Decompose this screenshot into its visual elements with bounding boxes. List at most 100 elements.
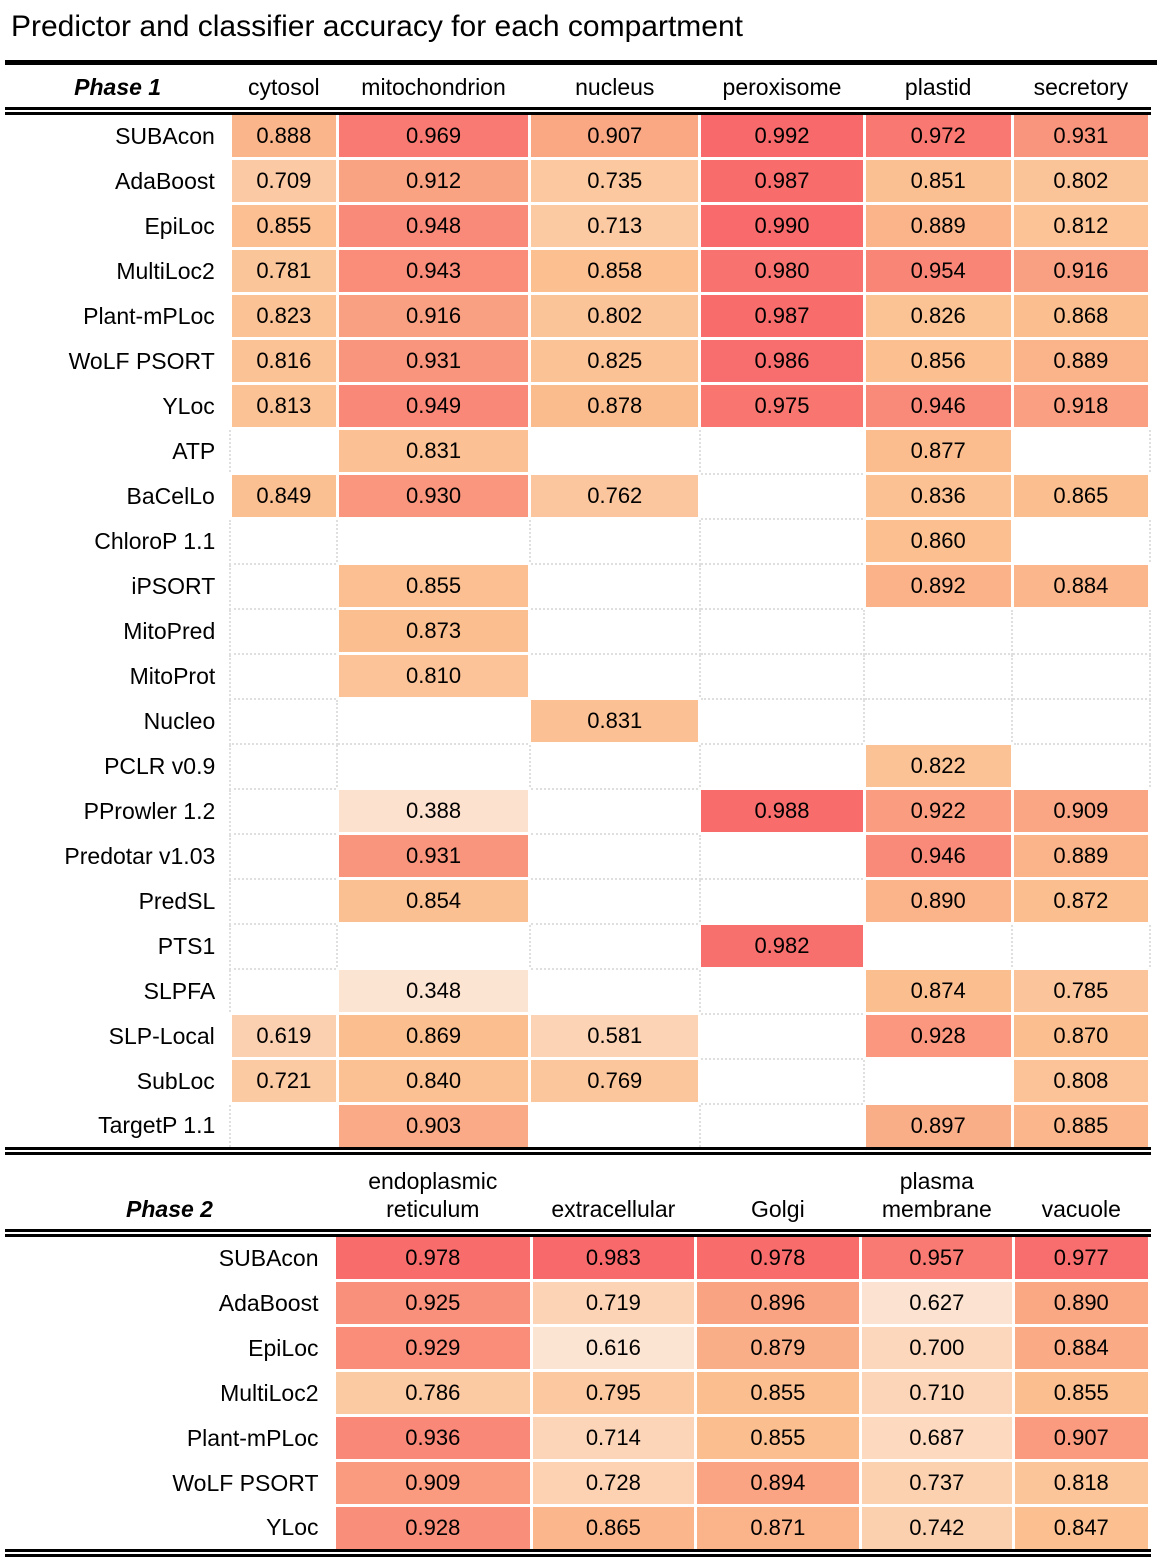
value-cell xyxy=(1011,517,1151,565)
value-cell: 0.856 xyxy=(862,337,1014,385)
value-cell: 0.912 xyxy=(335,157,532,205)
value-cell: 0.936 xyxy=(332,1414,534,1462)
value-cell: 0.892 xyxy=(862,562,1014,610)
value-cell: 0.831 xyxy=(335,427,532,475)
value-cell: 0.983 xyxy=(530,1231,697,1282)
table-row: PredSL 0.854 0.890 0.872 xyxy=(5,877,1152,925)
value-cell: 0.858 xyxy=(528,247,702,295)
value-cell xyxy=(1011,427,1151,475)
value-cell: 0.890 xyxy=(862,877,1014,925)
value-cell xyxy=(863,652,1014,700)
phase-label: Phase 2 xyxy=(5,1155,334,1237)
column-header: nucleus xyxy=(529,65,700,115)
table-row: WoLF PSORT 0.816 0.931 0.825 0.986 0.856 0.889 xyxy=(5,337,1152,385)
value-cell: 0.988 xyxy=(698,787,866,835)
value-cell: 0.836 xyxy=(862,472,1014,520)
value-cell: 0.823 xyxy=(228,292,339,340)
value-cell: 0.802 xyxy=(528,292,702,340)
value-cell: 0.813 xyxy=(228,382,339,430)
value-cell: 0.812 xyxy=(1010,202,1152,250)
value-cell: 0.943 xyxy=(335,247,532,295)
value-cell: 0.975 xyxy=(698,382,866,430)
value-cell: 0.954 xyxy=(862,247,1014,295)
row-label: Plant-mPLoc xyxy=(5,293,231,339)
value-cell: 0.855 xyxy=(693,1414,863,1462)
value-cell xyxy=(698,967,866,1015)
value-cell xyxy=(528,922,701,970)
value-cell: 0.781 xyxy=(228,247,339,295)
value-cell xyxy=(698,652,866,700)
value-cell: 0.889 xyxy=(1010,337,1152,385)
value-cell xyxy=(229,607,339,655)
value-cell: 0.916 xyxy=(335,292,532,340)
value-cell: 0.957 xyxy=(859,1231,1015,1282)
table-row: AdaBoost 0.925 0.719 0.896 0.627 0.890 xyxy=(5,1279,1152,1327)
column-header: extracellular xyxy=(531,1155,696,1237)
value-cell: 0.627 xyxy=(859,1279,1015,1327)
value-cell: 0.907 xyxy=(528,109,702,160)
value-cell xyxy=(528,967,701,1015)
value-cell: 0.888 xyxy=(228,109,339,160)
value-cell xyxy=(528,607,701,655)
value-cell xyxy=(229,967,339,1015)
value-cell: 0.713 xyxy=(528,202,702,250)
row-label: AdaBoost xyxy=(5,158,231,204)
value-cell: 0.714 xyxy=(530,1414,697,1462)
row-label: PProwler 1.2 xyxy=(5,788,231,834)
row-label: SubLoc xyxy=(5,1058,231,1104)
value-cell xyxy=(229,877,339,925)
value-cell: 0.700 xyxy=(859,1324,1015,1372)
value-cell: 0.762 xyxy=(528,472,702,520)
row-label: Predotar v1.03 xyxy=(5,833,231,879)
value-cell: 0.877 xyxy=(862,427,1014,475)
value-cell: 0.847 xyxy=(1011,1504,1152,1555)
table-row: ATP 0.831 0.877 xyxy=(5,427,1151,475)
value-cell: 0.855 xyxy=(228,202,339,250)
value-cell: 0.928 xyxy=(332,1504,534,1555)
table-row: MultiLoc2 0.781 0.943 0.858 0.980 0.954 0.916 xyxy=(5,247,1152,295)
row-label: EpiLoc xyxy=(5,203,231,249)
value-cell xyxy=(698,562,866,610)
value-cell: 0.929 xyxy=(332,1324,534,1372)
value-cell xyxy=(229,697,339,745)
value-cell: 0.978 xyxy=(332,1231,534,1282)
title-rule xyxy=(5,60,1157,65)
value-cell: 0.931 xyxy=(1010,109,1152,160)
value-cell xyxy=(863,1057,1014,1105)
value-cell: 0.742 xyxy=(859,1504,1015,1555)
value-cell: 0.868 xyxy=(1010,292,1152,340)
value-cell xyxy=(698,1102,866,1152)
value-cell: 0.894 xyxy=(693,1459,863,1507)
row-label: SLP-Local xyxy=(5,1013,231,1059)
value-cell xyxy=(229,427,339,475)
column-header: secretory xyxy=(1012,65,1150,115)
row-label: YLoc xyxy=(5,383,231,429)
value-cell xyxy=(1011,742,1151,790)
row-label: MitoProt xyxy=(5,653,231,699)
value-cell xyxy=(528,832,701,880)
row-label: PTS1 xyxy=(5,923,231,969)
value-cell: 0.903 xyxy=(335,1102,532,1153)
table-row: PCLR v0.9 0.822 xyxy=(5,742,1151,790)
column-header: endoplasmic reticulum xyxy=(334,1155,532,1237)
row-label: Plant-mPLoc xyxy=(5,1415,334,1461)
value-cell: 0.855 xyxy=(693,1369,863,1417)
column-header: Golgi xyxy=(695,1155,861,1237)
value-cell: 0.860 xyxy=(862,517,1014,565)
value-cell: 0.879 xyxy=(693,1324,863,1372)
value-cell: 0.928 xyxy=(862,1012,1014,1060)
header-row: Phase 2 endoplasmic reticulum extracellula… xyxy=(5,1155,1150,1237)
row-label: ChloroP 1.1 xyxy=(5,518,231,564)
value-cell: 0.916 xyxy=(1010,247,1152,295)
value-cell: 0.889 xyxy=(862,202,1014,250)
value-cell: 0.840 xyxy=(335,1057,532,1105)
column-header: mitochondrion xyxy=(337,65,530,115)
row-label: TargetP 1.1 xyxy=(5,1103,231,1151)
value-cell xyxy=(698,472,866,520)
value-cell: 0.972 xyxy=(862,109,1014,160)
value-cell: 0.785 xyxy=(1010,967,1152,1015)
row-label: MultiLoc2 xyxy=(5,1370,334,1416)
value-cell: 0.986 xyxy=(698,337,866,385)
value-cell: 0.980 xyxy=(698,247,866,295)
